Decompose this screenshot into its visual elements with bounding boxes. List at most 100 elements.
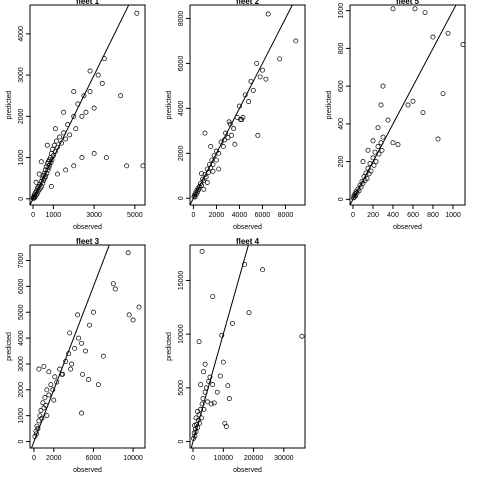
data-point xyxy=(226,119,232,125)
data-point xyxy=(125,250,131,256)
data-point xyxy=(43,173,49,179)
data-point xyxy=(35,426,41,432)
data-point xyxy=(67,330,73,336)
y-axis-label: predicted xyxy=(166,90,173,119)
data-point xyxy=(360,159,366,165)
data-point xyxy=(41,170,47,176)
data-point xyxy=(246,310,252,316)
x-axis-label: observed xyxy=(393,224,422,231)
data-point xyxy=(130,317,136,323)
x-axis-label: observed xyxy=(233,224,262,231)
data-point xyxy=(255,132,261,138)
data-point xyxy=(196,339,202,345)
data-point xyxy=(248,78,254,84)
data-point xyxy=(204,166,210,172)
x-axis-label: observed xyxy=(73,467,102,474)
data-point xyxy=(46,369,52,375)
data-point xyxy=(380,83,386,89)
data-point xyxy=(364,176,370,182)
data-point xyxy=(263,76,269,82)
data-point xyxy=(95,382,101,388)
panel-title: fleet 1 xyxy=(76,0,100,6)
data-point xyxy=(225,383,231,389)
data-point xyxy=(211,400,217,406)
y-tick-label: 4000 xyxy=(18,330,25,346)
plot-frame xyxy=(29,244,146,449)
data-point xyxy=(52,374,58,380)
data-point xyxy=(69,361,75,367)
data-point xyxy=(412,6,418,12)
data-point xyxy=(34,191,40,197)
data-point xyxy=(65,122,71,128)
data-point xyxy=(48,160,54,165)
x-tick-label: 10000 xyxy=(214,455,234,462)
data-point xyxy=(72,345,78,351)
data-point xyxy=(45,167,51,173)
panel-title: fleet 4 xyxy=(236,237,260,246)
data-point xyxy=(220,144,226,150)
data-point xyxy=(33,192,39,198)
y-tick-label: 600 xyxy=(338,80,345,92)
data-point xyxy=(38,179,44,184)
data-point xyxy=(71,163,77,169)
data-point xyxy=(385,117,391,123)
data-point xyxy=(373,159,379,165)
data-point xyxy=(196,187,202,193)
plot-frame xyxy=(349,4,466,206)
data-point xyxy=(220,359,226,365)
data-point xyxy=(208,165,214,171)
data-point xyxy=(59,371,65,377)
panel-3: fleet 5 0 200 400 600 800 1000 0 200 400 600 800 100… xyxy=(326,0,466,231)
panel-title: fleet 3 xyxy=(76,237,100,246)
x-tick-label: 200 xyxy=(367,212,379,219)
data-point xyxy=(204,180,210,185)
data-point xyxy=(380,134,386,140)
data-point xyxy=(33,179,39,185)
y-tick-label: 2000 xyxy=(18,382,25,398)
data-point xyxy=(372,149,378,155)
data-point xyxy=(202,389,208,395)
data-point xyxy=(226,396,232,402)
data-point xyxy=(378,140,384,146)
data-point xyxy=(210,294,216,300)
data-point xyxy=(210,382,216,388)
data-point xyxy=(41,364,47,369)
data-point xyxy=(460,42,465,48)
data-point xyxy=(193,429,199,435)
data-point xyxy=(216,166,222,172)
x-tick-label: 600 xyxy=(407,212,419,219)
data-point xyxy=(48,183,54,189)
data-point xyxy=(36,366,42,372)
data-point xyxy=(260,67,265,73)
data-point xyxy=(206,378,212,384)
y-tick-label: 2000 xyxy=(178,145,185,161)
y-tick-label: 0 xyxy=(338,197,345,201)
data-point xyxy=(103,155,109,161)
data-point xyxy=(405,102,411,108)
data-point xyxy=(422,10,428,15)
data-point xyxy=(34,423,40,429)
data-point xyxy=(293,38,299,44)
data-point xyxy=(375,125,381,131)
reference-line xyxy=(350,5,457,205)
data-point xyxy=(54,138,59,144)
data-point xyxy=(352,194,357,200)
data-point xyxy=(367,161,373,166)
y-tick-label: 200 xyxy=(338,156,345,168)
data-point xyxy=(44,387,50,393)
data-point xyxy=(218,139,224,145)
data-point xyxy=(219,332,225,338)
data-point xyxy=(67,132,73,138)
y-tick-label: 5000 xyxy=(18,304,25,320)
data-point xyxy=(43,402,49,408)
data-point xyxy=(140,163,145,169)
data-point xyxy=(299,333,305,339)
data-point xyxy=(214,389,220,395)
plot-frame xyxy=(189,244,306,449)
data-point xyxy=(83,348,88,354)
data-point xyxy=(71,89,77,95)
data-point xyxy=(110,281,116,287)
data-point xyxy=(265,11,271,17)
y-tick-label: 1000 xyxy=(18,150,25,166)
data-point xyxy=(201,369,207,375)
